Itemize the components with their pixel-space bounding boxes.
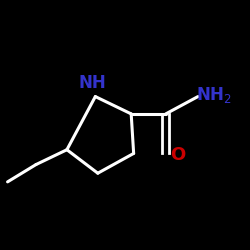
Text: O: O	[170, 146, 185, 164]
Text: NH: NH	[79, 74, 107, 92]
Text: NH$_2$: NH$_2$	[196, 85, 232, 105]
